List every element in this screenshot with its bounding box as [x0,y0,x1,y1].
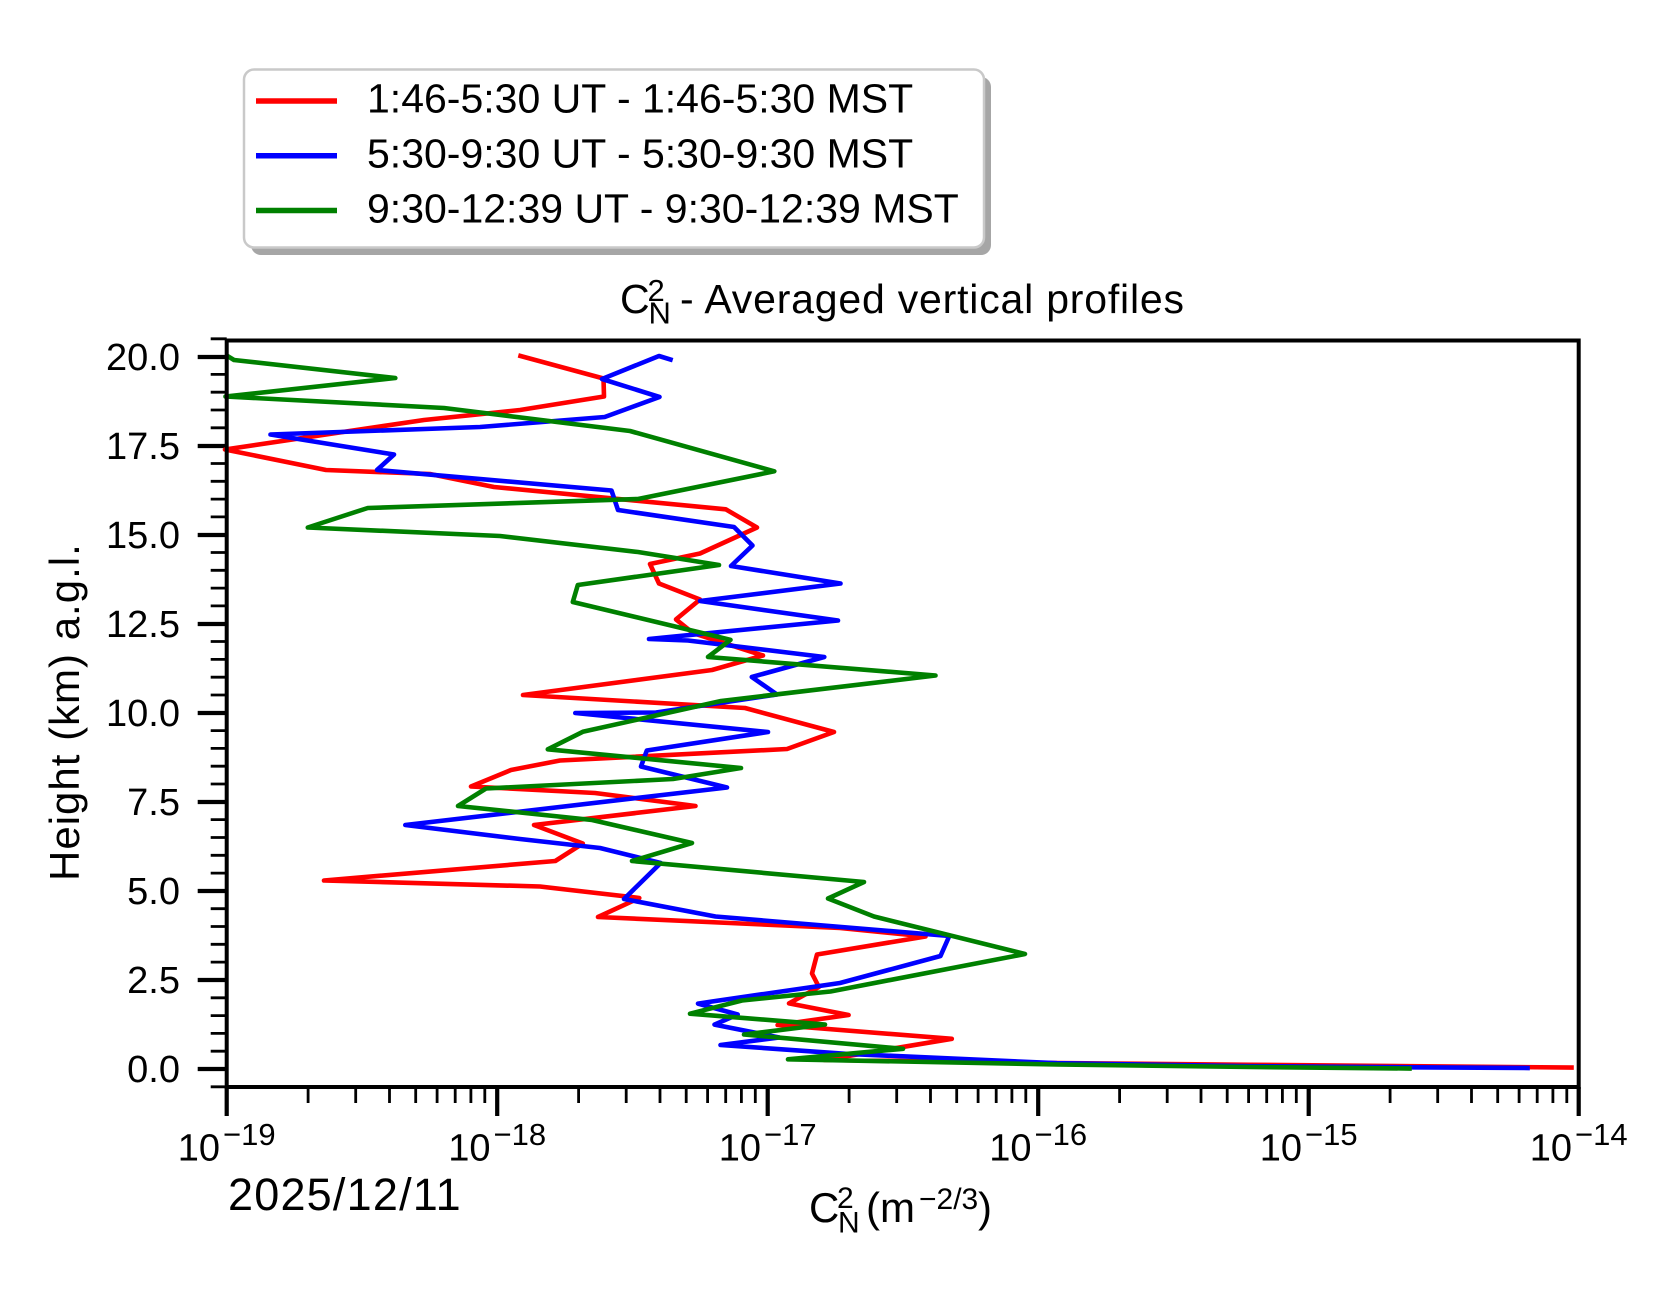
svg-text:5.0: 5.0 [127,871,180,913]
svg-text:10.0: 10.0 [106,693,180,735]
svg-text:17.5: 17.5 [106,426,180,468]
svg-text:2.5: 2.5 [127,960,180,1002]
svg-text:9:30-12:39 UT - 9:30-12:39 MST: 9:30-12:39 UT - 9:30-12:39 MST [367,185,959,231]
svg-text:C: C [620,276,650,322]
svg-text:- Averaged vertical profiles: - Averaged vertical profiles [680,276,1185,322]
svg-text:2025/12/11: 2025/12/11 [228,1169,462,1220]
svg-text:5:30-9:30 UT - 5:30-9:30 MST: 5:30-9:30 UT - 5:30-9:30 MST [367,131,913,177]
svg-text:12.5: 12.5 [106,604,180,646]
svg-text:7.5: 7.5 [127,782,180,824]
svg-text:20.0: 20.0 [106,337,180,379]
svg-text:15.0: 15.0 [106,515,180,557]
svg-text:C: C [809,1184,839,1231]
svg-text:(m: (m [866,1184,915,1231]
svg-text:2: 2 [837,1182,854,1215]
svg-text:): ) [978,1184,992,1231]
svg-text:N: N [838,1207,860,1240]
svg-text:1:46-5:30 UT - 1:46-5:30 MST: 1:46-5:30 UT - 1:46-5:30 MST [367,76,913,122]
svg-text:−2/3: −2/3 [919,1183,978,1216]
svg-text:2: 2 [648,273,665,308]
svg-text:Height (km) a.g.l.: Height (km) a.g.l. [41,543,88,881]
svg-text:N: N [649,296,671,331]
svg-text:0.0: 0.0 [127,1049,180,1091]
